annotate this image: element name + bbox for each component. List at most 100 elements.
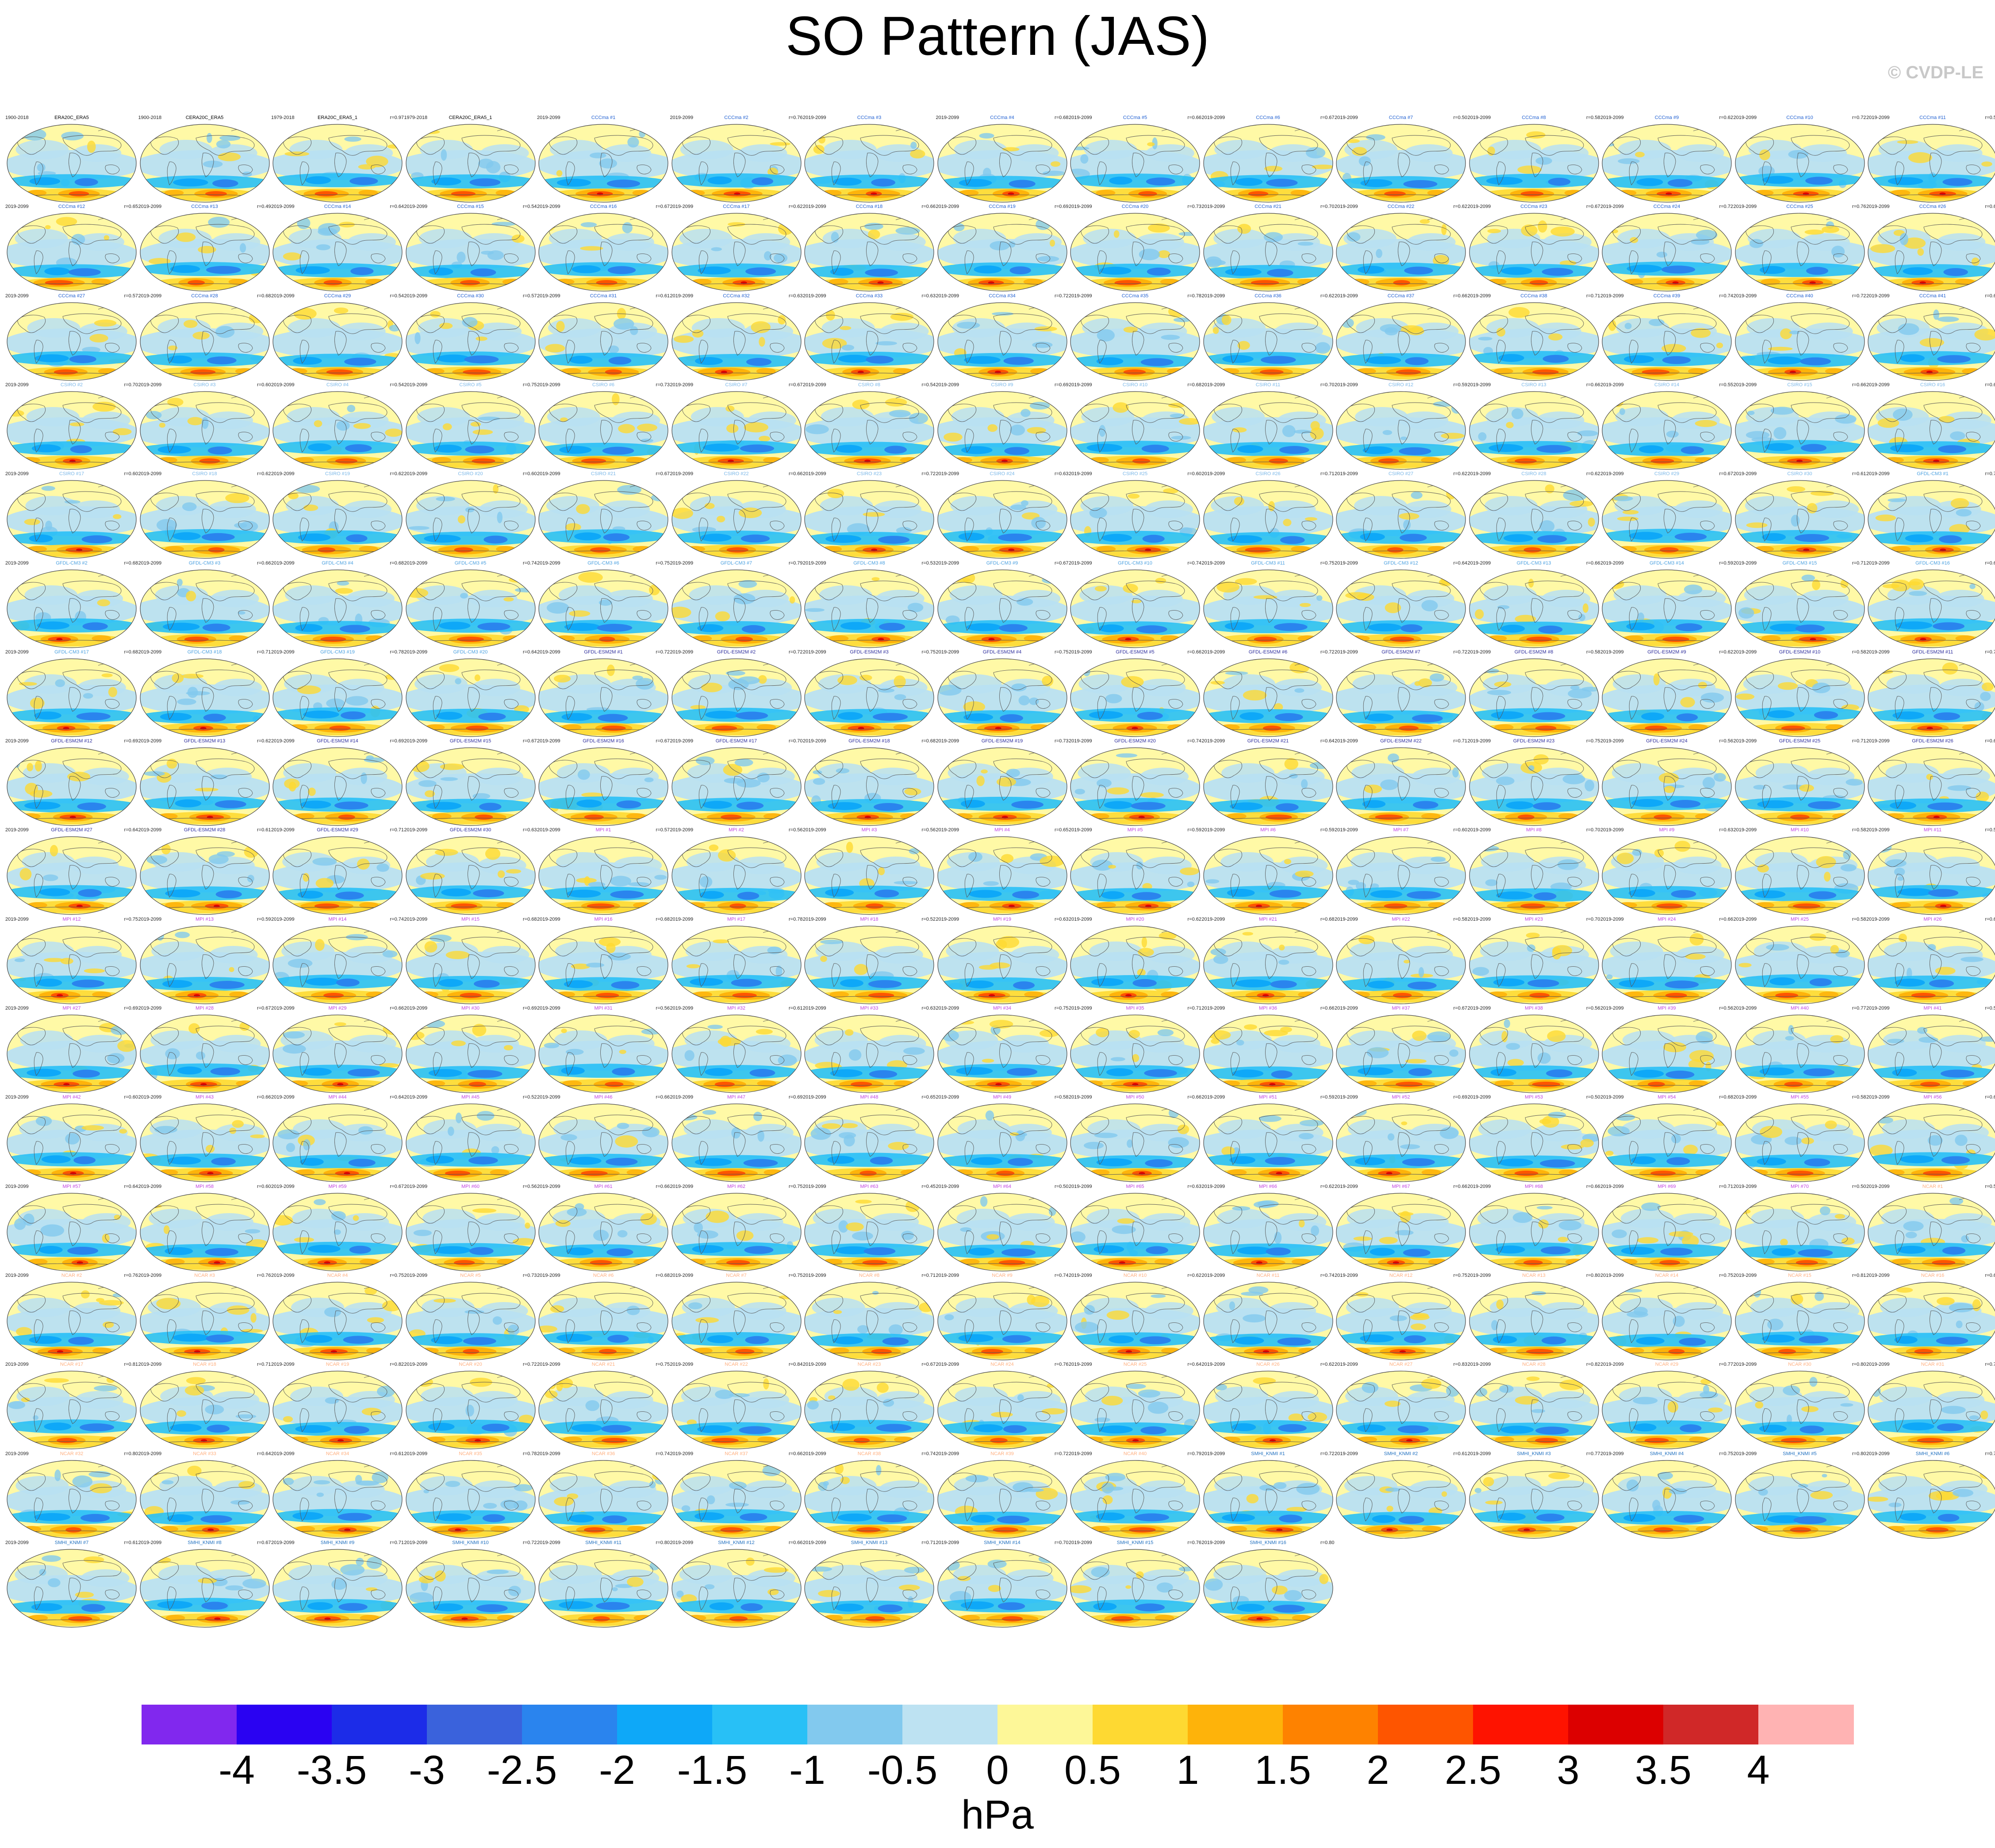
map-panel: MPI #7 2019-2099 r=0.60: [1335, 827, 1467, 917]
panel-years: 2019-2099: [936, 1451, 959, 1456]
map-panel: GFDL-ESM2M #14 2019-2099 r=0.69: [271, 738, 404, 828]
panel-correlation: r=0.78: [1187, 293, 1202, 299]
panel-correlation: r=0.71: [1453, 738, 1468, 744]
map-panel: MPI #55 2019-2099 r=0.58: [1734, 1095, 1866, 1184]
panel-title: SMHI_KNMI #3: [1517, 1451, 1551, 1456]
map-plot: [1070, 1282, 1200, 1360]
panel-years: 2019-2099: [670, 1451, 694, 1456]
panel-years: 2019-2099: [1335, 649, 1358, 655]
panel-correlation: r=0.70: [1586, 827, 1600, 833]
colorbar-swatch: [142, 1705, 237, 1744]
panel-title: MPI #10: [1791, 827, 1809, 833]
panel-title: MPI #49: [993, 1095, 1011, 1100]
map-panel: MPI #9 2019-2099 r=0.63: [1600, 827, 1733, 917]
panel-title: CERA20C_ERA5: [185, 115, 224, 120]
map-plot: [1868, 480, 1995, 559]
panel-correlation: r=0.71: [390, 1540, 404, 1545]
map-panel: GFDL-CM3 #9 2019-2099 r=0.67: [936, 561, 1069, 650]
panel-correlation: r=0.75: [390, 1272, 404, 1278]
colorbar-tick-label: 0.5: [1064, 1748, 1121, 1793]
panel-title: MPI #70: [1791, 1183, 1809, 1189]
panel-years: 2019-2099: [1733, 115, 1757, 120]
panel-years: 1979-2018: [404, 115, 428, 120]
panel-years: 2019-2099: [803, 1095, 826, 1100]
panel-title: SMHI_KNMI #9: [320, 1540, 355, 1545]
map-panel: GFDL-CM3 #4 2019-2099 r=0.68: [271, 561, 404, 650]
colorbar-swatch: [1663, 1705, 1759, 1744]
map-panel: MPI #25 2019-2099 r=0.58: [1734, 917, 1866, 1006]
panel-years: 2019-2099: [1866, 916, 1890, 922]
map-panel: CCCma #30 2019-2099 r=0.57: [404, 293, 537, 383]
map-panel: MPI #10 2019-2099 r=0.58: [1734, 827, 1866, 917]
panel-correlation: r=0.61: [1985, 560, 1995, 566]
map-panel: SMHI_KNMI #4 2019-2099 r=0.75: [1600, 1451, 1733, 1541]
panel-correlation: r=0.61: [656, 293, 670, 299]
panel-title: CSIRO #9: [991, 382, 1013, 388]
panel-years: 2019-2099: [1335, 382, 1358, 388]
map-panel: GFDL-ESM2M #5 2019-2099 r=0.66: [1069, 649, 1201, 739]
map-plot: [538, 658, 668, 737]
map-plot: [1336, 747, 1466, 826]
colorbar-tick-label: 3.5: [1635, 1748, 1692, 1793]
panel-years: 2019-2099: [404, 1272, 428, 1278]
map-plot: [671, 1103, 802, 1182]
map-plot: [1469, 1192, 1599, 1272]
map-panel: MPI #38 2019-2099 r=0.56: [1468, 1006, 1600, 1095]
panel-correlation: r=0.75: [921, 649, 936, 655]
map-panel: GFDL-CM3 #10 2019-2099 r=0.74: [1069, 561, 1201, 650]
panel-correlation: r=0.67: [789, 382, 803, 388]
map-plot: [804, 1103, 934, 1182]
map-panel: MPI #32 2019-2099 r=0.61: [670, 1006, 803, 1095]
panel-years: 2019-2099: [803, 738, 826, 744]
panel-years: 2019-2099: [404, 1006, 428, 1011]
map-panel: SMHI_KNMI #16 2019-2099 r=0.80: [1202, 1540, 1335, 1629]
map-plot: [804, 926, 934, 1004]
panel-years: 2019-2099: [5, 827, 29, 833]
map-plot: [937, 124, 1067, 203]
map-plot: [1336, 926, 1466, 1004]
panel-years: 2019-2099: [1733, 649, 1757, 655]
panel-correlation: r=0.62: [257, 738, 271, 744]
map-plot: [272, 1371, 403, 1449]
panel-title: GFDL-CM3 #19: [320, 649, 355, 655]
map-panel: NCAR #36 2019-2099 r=0.74: [537, 1451, 670, 1541]
panel-years: 2019-2099: [803, 115, 826, 120]
map-panel: GFDL-CM3 #14 2019-2099 r=0.59: [1600, 561, 1733, 650]
panel-title: GFDL-CM3 #6: [587, 560, 619, 566]
map-panel: CSIRO #12 2019-2099 r=0.59: [1335, 382, 1467, 472]
panel-title: CCCma #12: [58, 204, 85, 210]
panel-title: NCAR #24: [990, 1362, 1014, 1368]
panel-correlation: r=0.75: [656, 1362, 670, 1368]
colorbar-tick-label: 2: [1366, 1748, 1389, 1793]
panel-correlation: r=0.83: [1453, 1362, 1468, 1368]
panel-correlation: r=0.65: [1055, 827, 1069, 833]
panel-title: CCCma #26: [1919, 204, 1946, 210]
panel-years: 2019-2099: [271, 827, 295, 833]
colorbar-tick-label: -1.5: [677, 1748, 748, 1793]
panel-years: 2019-2099: [803, 293, 826, 299]
panel-years: 2019-2099: [803, 1362, 826, 1368]
panel-years: 2019-2099: [670, 293, 694, 299]
map-panel: CCCma #27 2019-2099 r=0.57: [5, 293, 138, 383]
panel-years: 2019-2099: [1201, 1006, 1225, 1011]
map-plot: [538, 569, 668, 648]
panel-correlation: r=0.56: [921, 827, 936, 833]
panel-title: CCCma #15: [457, 204, 484, 210]
panel-correlation: r=0.66: [921, 204, 936, 210]
panel-correlation: r=0.49: [257, 204, 271, 210]
panel-years: 2019-2099: [1600, 827, 1624, 833]
panel-years: 2019-2099: [537, 1451, 560, 1456]
map-plot: [139, 1460, 270, 1539]
panel-years: 2019-2099: [1733, 1095, 1757, 1100]
map-plot: [1868, 747, 1995, 826]
map-panel: MPI #49 2019-2099 r=0.58: [936, 1095, 1069, 1184]
panel-years: 2019-2099: [1600, 649, 1624, 655]
panel-years: 2019-2099: [1201, 1451, 1225, 1456]
map-plot: [671, 658, 802, 737]
map-panel: SMHI_KNMI #8 2019-2099 r=0.67: [138, 1540, 271, 1629]
panel-correlation: r=0.59: [1985, 1183, 1995, 1189]
map-panel: MPI #51 2019-2099 r=0.59: [1202, 1095, 1335, 1184]
map-panel: CSIRO #17 2019-2099 r=0.60: [5, 471, 138, 561]
panel-years: 2019-2099: [1069, 1272, 1092, 1278]
map-panel: MPI #46 2019-2099 r=0.66: [537, 1095, 670, 1184]
